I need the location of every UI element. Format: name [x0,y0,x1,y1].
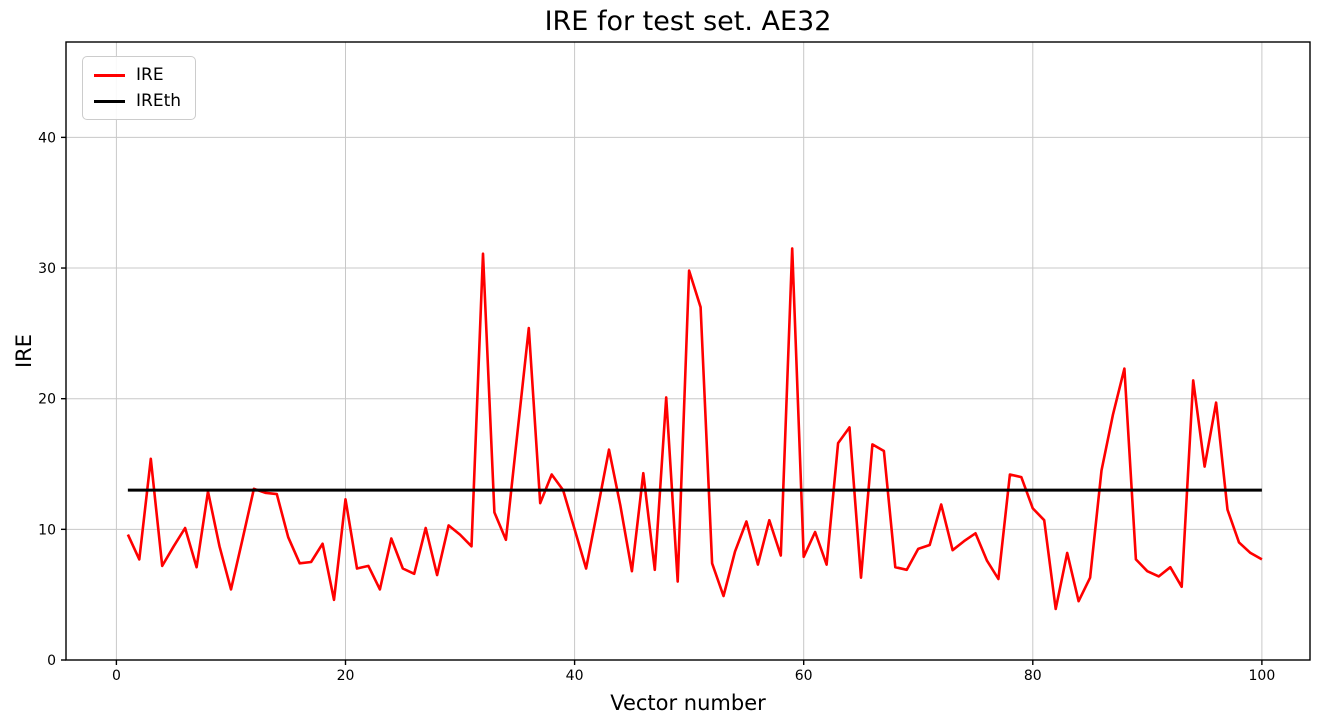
x-tick-label: 20 [337,668,355,684]
legend-entry: IRE [94,66,181,85]
y-tick-label: 30 [38,261,56,277]
chart-title: IRE for test set. AE32 [544,6,832,37]
x-tick-label: 40 [566,668,584,684]
legend-label: IREth [136,90,182,111]
legend-entry: IREth [94,90,182,111]
x-tick-label: 60 [795,668,813,684]
data-line [126,247,1263,611]
legend: IRE IREth [82,56,197,121]
legend-label: IRE [136,65,164,85]
x-tick-label: 80 [1024,668,1042,684]
x-tick-label: 0 [112,668,121,684]
y-tick-label: 20 [38,392,56,408]
y-tick-label: 40 [38,130,56,146]
x-tick-label: 100 [1249,668,1276,684]
axes-box [65,41,1311,661]
legend-line-swatch [94,99,125,103]
y-tick-label: 0 [47,653,56,669]
legend-line-swatch [94,73,125,77]
y-tick-label: 10 [38,522,56,538]
x-axis-label: Vector number [610,691,766,715]
